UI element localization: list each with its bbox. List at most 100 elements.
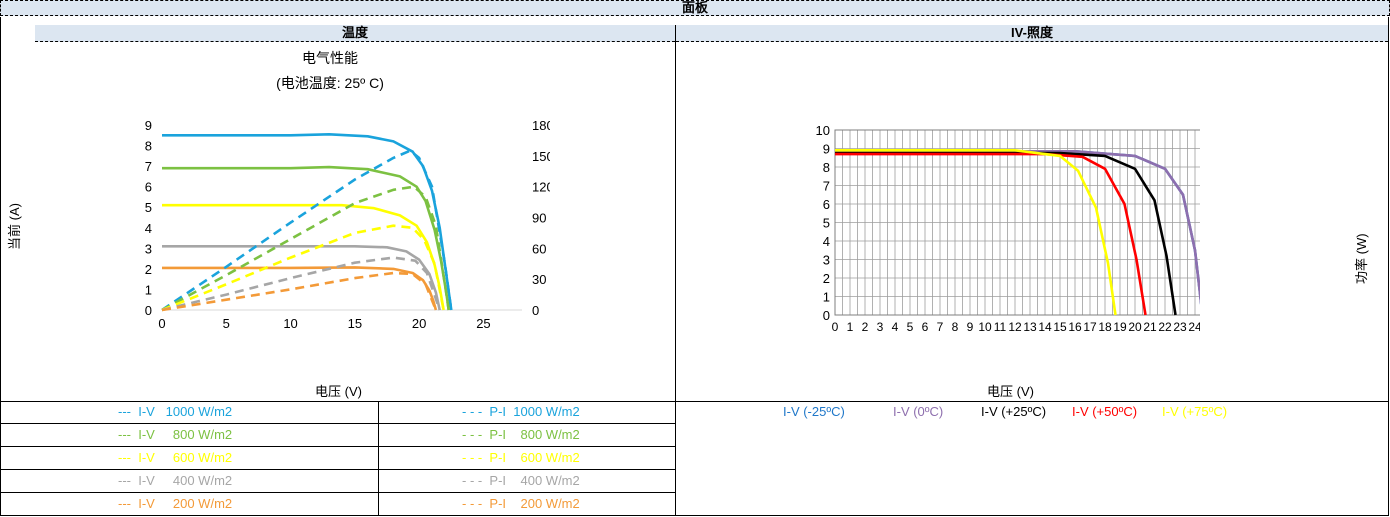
irradiance-header: IV-照度 bbox=[676, 25, 1388, 42]
legend-pi-600: - - - P-I 600 W/m2 bbox=[462, 450, 580, 465]
y-tick-label: 8 bbox=[145, 139, 152, 154]
x-tick-label: 15 bbox=[1053, 320, 1067, 334]
y-tick-label: 3 bbox=[823, 253, 830, 268]
series-line bbox=[835, 152, 1147, 316]
x-tick-label: 11 bbox=[994, 320, 1007, 334]
y-tick-label: 9 bbox=[145, 118, 152, 133]
series-line bbox=[835, 149, 1200, 305]
y-tick-label: 10 bbox=[816, 123, 830, 138]
legend-pi-400: - - - P-I 400 W/m2 bbox=[462, 473, 580, 488]
legend-iv-p25: I-V (+25ºC) bbox=[981, 404, 1047, 419]
x-tick-label: 2 bbox=[862, 320, 869, 334]
panel-divider bbox=[675, 25, 676, 516]
series-line bbox=[162, 165, 450, 311]
x-tick-label: 23 bbox=[1173, 320, 1187, 334]
x-tick-label: 17 bbox=[1083, 320, 1097, 334]
series-line bbox=[835, 148, 1117, 316]
x-tick-label: 13 bbox=[1023, 320, 1037, 334]
x-tick-label: 8 bbox=[952, 320, 959, 334]
series-line bbox=[162, 132, 453, 311]
x-tick-label: 4 bbox=[892, 320, 899, 334]
series-line bbox=[835, 151, 1177, 316]
x-tick-label: 20 bbox=[412, 316, 426, 331]
legend-divider bbox=[378, 401, 379, 515]
frame-top-gap bbox=[0, 16, 1389, 17]
legend-row-line-4 bbox=[0, 492, 675, 493]
y-tick-label: 0 bbox=[823, 308, 830, 323]
x-tick-label: 21 bbox=[1143, 320, 1157, 334]
x-tick-label: 19 bbox=[1113, 320, 1127, 334]
y-tick-label: 8 bbox=[823, 160, 830, 175]
x-tick-label: 20 bbox=[1128, 320, 1142, 334]
legend-pi-800: - - - P-I 800 W/m2 bbox=[462, 427, 580, 442]
y-tick-label: 7 bbox=[823, 179, 830, 194]
y-tick-label: 4 bbox=[823, 234, 830, 249]
x-tick-label: 14 bbox=[1038, 320, 1052, 334]
legend-pi-1000: - - - P-I 1000 W/m2 bbox=[462, 404, 580, 419]
x-tick-label: 6 bbox=[922, 320, 929, 334]
chart-title: 电气性能 bbox=[302, 50, 358, 66]
legend-iv-p75: I-V (+75ºC) bbox=[1162, 404, 1228, 419]
panel-header: 面板 bbox=[0, 0, 1390, 16]
y2-tick-label: 180 bbox=[532, 118, 550, 133]
y-tick-label: 5 bbox=[823, 216, 830, 231]
series-line bbox=[162, 245, 441, 311]
x-tick-label: 22 bbox=[1158, 320, 1172, 334]
x-tick-label: 10 bbox=[978, 320, 992, 334]
legend-iv-m25: I-V (-25ºC) bbox=[783, 404, 845, 419]
series-line bbox=[161, 185, 450, 312]
y-tick-label: 4 bbox=[145, 221, 152, 236]
series-line bbox=[161, 271, 438, 312]
legend-iv-400: --- I-V 400 W/m2 bbox=[118, 473, 233, 488]
legend-iv-600: --- I-V 600 W/m2 bbox=[118, 450, 233, 465]
right-xlabel: 电压 (V) bbox=[987, 384, 1034, 399]
y-tick-label: 2 bbox=[823, 271, 830, 286]
x-tick-label: 25 bbox=[476, 316, 490, 331]
left-xlabel: 电压 (V) bbox=[315, 384, 362, 399]
y-tick-label: 0 bbox=[145, 303, 152, 318]
series-line bbox=[162, 266, 438, 311]
legend-row-line-2 bbox=[0, 446, 675, 447]
y-tick-label: 1 bbox=[823, 290, 830, 305]
y-tick-label: 6 bbox=[823, 197, 830, 212]
chart-subtitle: (电池温度: 25º C) bbox=[276, 75, 384, 91]
y2-tick-label: 0 bbox=[532, 303, 539, 318]
frame-right bbox=[1388, 16, 1389, 516]
x-tick-label: 5 bbox=[907, 320, 914, 334]
x-tick-label: 3 bbox=[877, 320, 884, 334]
right-y2label: 功率 (W) bbox=[1354, 233, 1369, 284]
series-line bbox=[161, 224, 445, 312]
y2-tick-label: 90 bbox=[532, 211, 546, 226]
x-tick-label: 24 bbox=[1188, 320, 1200, 334]
temperature-header: 温度 bbox=[35, 25, 675, 42]
x-tick-label: 0 bbox=[832, 320, 839, 334]
y-tick-label: 5 bbox=[145, 200, 152, 215]
x-tick-label: 5 bbox=[223, 316, 230, 331]
legend-iv-p50: I-V (+50ºC) bbox=[1072, 404, 1138, 419]
x-tick-label: 1 bbox=[847, 320, 854, 334]
legend-iv-200: --- I-V 200 W/m2 bbox=[118, 496, 233, 511]
x-tick-label: 0 bbox=[158, 316, 165, 331]
legend-top-line bbox=[0, 401, 1389, 402]
x-tick-label: 10 bbox=[283, 316, 297, 331]
plot-border bbox=[834, 129, 1200, 316]
legend-iv-1000: --- I-V 1000 W/m2 bbox=[118, 404, 233, 419]
y2-tick-label: 60 bbox=[532, 241, 546, 256]
legend-pi-200: - - - P-I 200 W/m2 bbox=[462, 496, 580, 511]
series-line bbox=[161, 149, 453, 312]
y-tick-label: 3 bbox=[145, 241, 152, 256]
y-tick-label: 2 bbox=[145, 262, 152, 277]
frame-left bbox=[0, 16, 1, 516]
y-tick-label: 7 bbox=[145, 159, 152, 174]
x-tick-label: 7 bbox=[937, 320, 944, 334]
x-tick-label: 15 bbox=[348, 316, 362, 331]
frame-bottom bbox=[0, 515, 1389, 516]
legend-row-line-3 bbox=[0, 469, 675, 470]
y-tick-label: 9 bbox=[823, 142, 830, 157]
legend-row-line-1 bbox=[0, 423, 675, 424]
y-tick-label: 6 bbox=[145, 180, 152, 195]
x-tick-label: 18 bbox=[1098, 320, 1112, 334]
series-line bbox=[161, 256, 441, 312]
legend-iv-0: I-V (0ºC) bbox=[893, 404, 944, 419]
